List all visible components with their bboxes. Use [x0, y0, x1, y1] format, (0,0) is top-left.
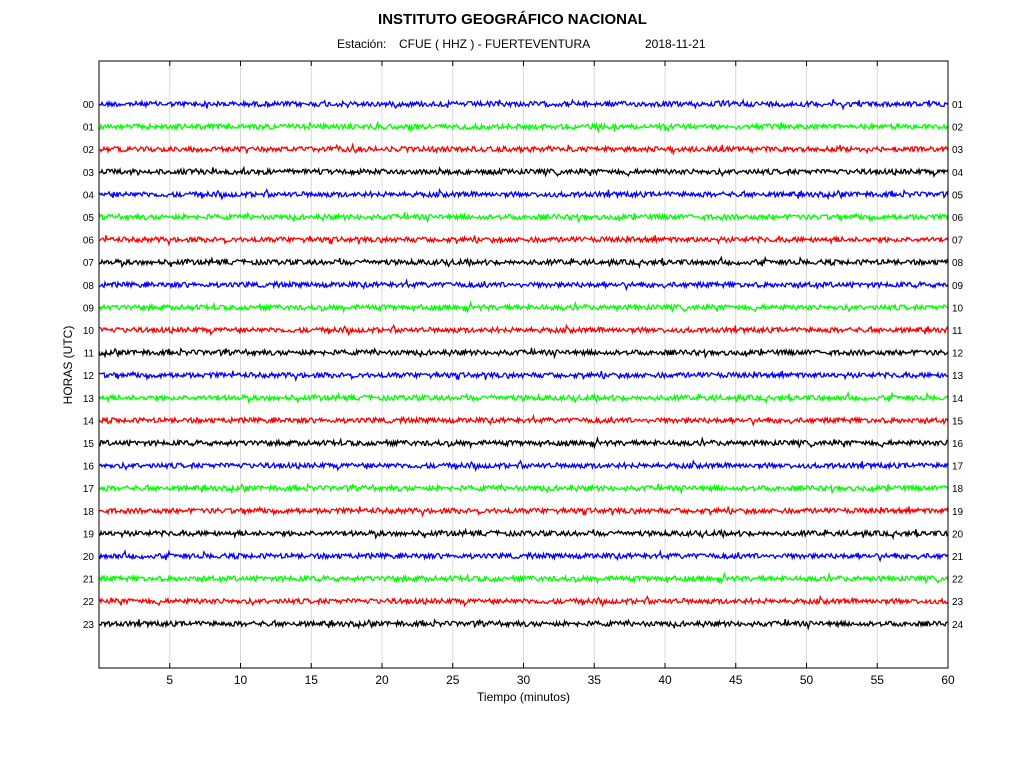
right-hour-label: 18: [952, 484, 964, 495]
left-hour-label: 03: [83, 168, 95, 179]
right-hour-label: 15: [952, 416, 964, 427]
left-hour-label: 09: [83, 303, 95, 314]
right-hour-label: 22: [952, 575, 964, 586]
right-hour-labels: 01 02 03 04 05 06 07 08 09 10 11 12 13 14 15 16 17 18 19 20…: [952, 100, 964, 631]
trace-hour-15: [98, 435, 949, 450]
right-hour-label: 19: [952, 507, 964, 518]
trace-hour-12: [98, 370, 949, 383]
x-tick-label: 25: [446, 673, 460, 687]
right-hour-label: 10: [952, 303, 964, 314]
right-hour-label: 03: [952, 145, 964, 156]
chart-date: 2018-11-21: [645, 37, 706, 51]
left-hour-label: 00: [83, 100, 95, 111]
y-axis-label: HORAS (UTC): [61, 326, 75, 405]
trace-hour-20: [98, 549, 949, 563]
station-name: CFUE ( HHZ ) - FUERTEVENTURA: [399, 37, 591, 51]
left-hour-labels: 00 01 02 03 04 05 06 07 08 09 10 11 12 13 14 15 16 17 18 19…: [83, 100, 95, 631]
trace-hour-19: [98, 527, 949, 541]
left-hour-label: 22: [83, 597, 95, 608]
right-hour-label: 01: [952, 100, 964, 111]
x-tick-label: 30: [517, 673, 531, 687]
left-hour-label: 12: [83, 371, 95, 382]
trace-hour-09: [98, 300, 949, 314]
right-hour-label: 14: [952, 394, 964, 405]
trace-hour-02: [98, 142, 949, 156]
trace-hour-14: [98, 413, 949, 427]
left-hour-label: 10: [83, 326, 95, 337]
right-hour-label: 16: [952, 439, 964, 450]
trace-hour-00: [98, 98, 949, 111]
left-hour-label: 05: [83, 213, 95, 224]
left-hour-label: 23: [83, 620, 95, 631]
left-hour-label: 16: [83, 462, 95, 473]
right-hour-label: 09: [952, 281, 964, 292]
right-hour-label: 05: [952, 190, 964, 201]
trace-hour-23: [98, 618, 949, 631]
trace-hour-07: [98, 255, 949, 270]
right-hour-label: 24: [952, 620, 964, 631]
left-hour-label: 20: [83, 552, 95, 563]
left-hour-label: 01: [83, 123, 95, 134]
x-tick-label: 60: [941, 673, 955, 687]
x-tick-label: 5: [166, 673, 173, 687]
right-hour-label: 08: [952, 258, 964, 269]
trace-hour-05: [98, 211, 949, 224]
x-tick-label: 55: [871, 673, 885, 687]
x-tick-label: 40: [658, 673, 672, 687]
trace-hour-22: [98, 594, 949, 608]
left-hour-label: 07: [83, 258, 95, 269]
right-hour-label: 12: [952, 349, 964, 360]
left-hour-label: 02: [83, 145, 95, 156]
trace-hour-21: [98, 571, 949, 586]
right-hour-label: 23: [952, 597, 964, 608]
trace-hour-10: [98, 323, 949, 337]
right-hour-label: 11: [952, 326, 963, 337]
left-hour-label: 06: [83, 236, 95, 247]
left-hour-label: 14: [83, 416, 95, 427]
trace-hour-17: [98, 482, 949, 495]
trace-hour-13: [98, 390, 949, 405]
left-hour-label: 15: [83, 439, 95, 450]
x-axis-label: Tiempo (minutos): [477, 690, 570, 704]
x-axis-ticks: 5 10 15 20 25 30 35 40 45 50 55 60: [166, 61, 955, 687]
trace-hour-16: [98, 459, 949, 473]
left-hour-label: 08: [83, 281, 95, 292]
left-hour-label: 04: [83, 190, 95, 201]
right-hour-label: 20: [952, 529, 964, 540]
seismic-traces: [98, 98, 949, 631]
x-tick-label: 50: [800, 673, 814, 687]
trace-hour-18: [98, 505, 949, 518]
left-hour-label: 17: [83, 484, 95, 495]
trace-hour-04: [98, 187, 949, 201]
station-label: Estación:: [337, 37, 387, 51]
trace-hour-11: [98, 346, 949, 360]
right-hour-label: 06: [952, 213, 964, 224]
x-tick-label: 10: [234, 673, 248, 687]
x-tick-label: 35: [588, 673, 602, 687]
left-hour-label: 13: [83, 394, 95, 405]
trace-hour-03: [98, 165, 949, 178]
right-hour-label: 21: [952, 552, 964, 563]
trace-hour-01: [98, 120, 949, 134]
right-hour-label: 07: [952, 236, 964, 247]
x-tick-label: 20: [375, 673, 389, 687]
x-tick-label: 45: [729, 673, 743, 687]
right-hour-label: 04: [952, 168, 964, 179]
right-hour-label: 02: [952, 123, 964, 134]
chart-title: INSTITUTO GEOGRÁFICO NACIONAL: [378, 11, 647, 28]
right-hour-label: 13: [952, 371, 964, 382]
right-hour-label: 17: [952, 462, 964, 473]
left-hour-label: 19: [83, 529, 95, 540]
left-hour-label: 21: [83, 575, 95, 586]
trace-hour-08: [98, 277, 949, 292]
x-tick-label: 15: [305, 673, 319, 687]
grid-lines: [169, 61, 878, 668]
trace-hour-06: [98, 234, 949, 247]
left-hour-label: 11: [84, 349, 95, 360]
left-hour-label: 18: [83, 507, 95, 518]
